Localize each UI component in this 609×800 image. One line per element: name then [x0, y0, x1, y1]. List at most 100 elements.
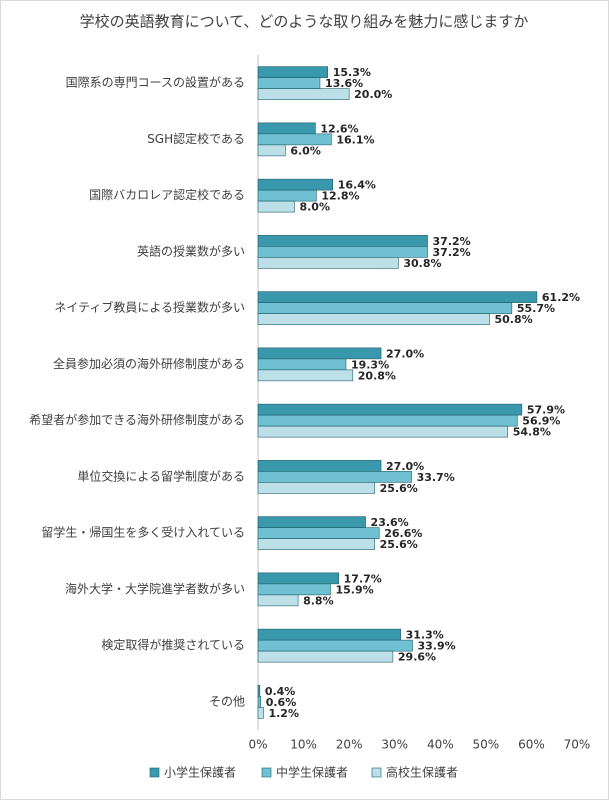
- legend-label: 小学生保護者: [164, 765, 236, 780]
- bar: [257, 189, 317, 202]
- bar: [257, 482, 375, 494]
- bar: [257, 77, 321, 89]
- value-label: 33.7%: [417, 471, 455, 484]
- y-tick-label: その他: [209, 694, 245, 708]
- x-tick-label: 30%: [381, 738, 408, 752]
- value-label: 29.6%: [398, 651, 436, 664]
- value-label: 57.9%: [527, 404, 565, 417]
- y-tick-label: 留学生・帰国生を多く受け入れている: [41, 525, 245, 540]
- bar: [257, 66, 329, 78]
- y-tick-label: 検定取得が推奨されている: [101, 637, 245, 652]
- bar: [257, 685, 261, 697]
- legend-label: 高校生保護者: [386, 765, 458, 780]
- bar: [257, 538, 375, 550]
- value-label: 61.2%: [542, 291, 580, 304]
- value-label: 26.6%: [384, 527, 422, 540]
- value-label: 15.9%: [335, 583, 373, 596]
- value-label: 16.1%: [336, 133, 374, 146]
- value-label: 31.3%: [406, 629, 444, 642]
- value-label: 15.3%: [333, 66, 371, 79]
- value-label: 19.3%: [351, 358, 389, 371]
- y-tick-label: 単位交換による留学制度がある: [77, 468, 245, 483]
- y-tick-label: SGH認定校である: [147, 131, 245, 146]
- value-label: 27.0%: [386, 347, 424, 360]
- value-label: 12.6%: [320, 122, 358, 135]
- chart-title: 学校の英語教育について、どのような取り組みを魅力に感じますか: [80, 13, 529, 31]
- bar: [257, 369, 354, 382]
- bar: [257, 516, 366, 528]
- bar: [257, 460, 382, 472]
- value-label: 37.2%: [433, 235, 471, 248]
- value-label: 6.0%: [290, 144, 321, 157]
- x-tick-label: 10%: [290, 738, 317, 752]
- x-tick-label: 0%: [248, 738, 267, 752]
- value-label: 0.6%: [266, 696, 297, 709]
- bar: [257, 628, 401, 641]
- bar: [257, 471, 412, 483]
- value-label: 8.0%: [299, 201, 330, 214]
- legend-swatch: [149, 767, 160, 778]
- bar: [257, 639, 413, 652]
- x-tick-label: 50%: [473, 738, 500, 752]
- bar: [257, 144, 286, 157]
- value-label: 50.8%: [495, 313, 533, 326]
- value-label: 33.9%: [417, 640, 455, 653]
- bar: [257, 122, 316, 135]
- bar: [257, 302, 513, 314]
- y-tick-label: 希望者が参加できる海外研修制度がある: [29, 412, 245, 427]
- bar: [257, 347, 382, 360]
- bar: [257, 88, 350, 100]
- y-tick-label: 全員参加必須の海外研修制度がある: [53, 356, 245, 371]
- y-tick-label: 国際系の専門コースの設置がある: [66, 75, 245, 90]
- value-label: 30.8%: [403, 257, 441, 270]
- value-label: 25.6%: [380, 538, 418, 551]
- value-label: 0.4%: [265, 685, 296, 698]
- bar: [257, 291, 538, 303]
- y-tick-label: 海外大学・大学院進学者数が多い: [65, 581, 245, 596]
- value-label: 20.0%: [354, 88, 392, 101]
- legend-label: 中学生保護者: [276, 765, 348, 780]
- value-label: 27.0%: [386, 460, 424, 473]
- x-tick-label: 40%: [427, 738, 454, 752]
- legend-swatch: [371, 767, 382, 778]
- legend-swatch: [261, 767, 272, 778]
- value-label: 37.2%: [433, 246, 471, 259]
- value-label: 23.6%: [371, 516, 409, 529]
- bar: [257, 527, 380, 539]
- bar: [257, 358, 347, 371]
- bar: [257, 696, 262, 708]
- y-tick-label: ネイティブ教員による授業数が多い: [54, 300, 245, 315]
- bar: [257, 583, 331, 596]
- value-label: 17.7%: [344, 572, 382, 585]
- value-label: 56.9%: [522, 415, 560, 428]
- x-tick-label: 70%: [564, 738, 591, 752]
- x-tick-label: 60%: [518, 738, 545, 752]
- x-tick-label: 20%: [336, 738, 363, 752]
- bar: [257, 246, 428, 258]
- bar: [257, 594, 299, 607]
- bar: [257, 313, 490, 325]
- value-label: 13.6%: [325, 77, 363, 90]
- value-label: 20.8%: [358, 369, 396, 382]
- y-tick-label: 英語の授業数が多い: [137, 243, 245, 258]
- bar: [257, 235, 428, 247]
- value-label: 1.2%: [268, 707, 299, 720]
- bar: [257, 257, 399, 269]
- bar: [257, 707, 264, 719]
- bar: [257, 403, 523, 416]
- y-tick-label: 国際バカロレア認定校である: [89, 187, 245, 202]
- value-label: 54.8%: [513, 426, 551, 439]
- value-label: 55.7%: [517, 302, 555, 315]
- value-label: 25.6%: [380, 482, 418, 495]
- bar: [257, 200, 295, 213]
- value-label: 16.4%: [338, 179, 376, 192]
- value-label: 12.8%: [321, 190, 359, 203]
- bar: [257, 178, 334, 191]
- bar: [257, 133, 332, 146]
- bar: [257, 572, 339, 585]
- bar: [257, 650, 394, 663]
- bar: [257, 414, 518, 427]
- value-label: 8.8%: [303, 594, 334, 607]
